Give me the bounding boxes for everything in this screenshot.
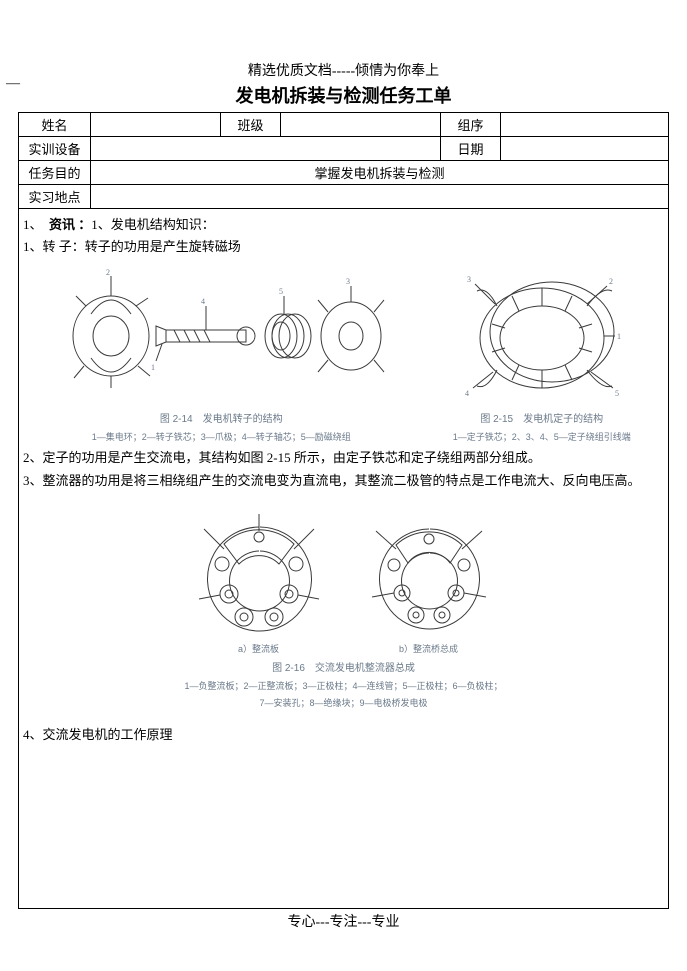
figure-2-15-legend: 1—定子铁芯；2、3、4、5—定子绕组引线端 [453,431,631,444]
svg-text:3: 3 [346,277,350,286]
label-date: 日期 [441,137,501,161]
figure-2-15-caption: 图 2-15 发电机定子的结构 [480,412,603,427]
value-class [281,113,441,137]
svg-text:5: 5 [615,389,619,398]
label-location: 实习地点 [19,185,91,209]
figure-2-16b-sub: b）整流桥总成 [399,643,458,656]
value-date [501,137,669,161]
figure-row-2: a）整流板 [23,509,664,656]
label-group: 组序 [441,113,501,137]
header-subtitle: 精选优质文档-----倾情为你奉上 [18,60,669,80]
value-purpose: 掌握发电机拆装与检测 [91,161,669,185]
rectifier-b-icon [354,509,504,639]
figure-2-14: 2 4 5 3 1 图 2-14 发电机转子的结构 1—集电环；2—转子铁芯；3… [56,266,386,444]
margin-dash: — [6,76,20,92]
figure-2-14-caption: 图 2-14 发电机转子的结构 [160,412,283,427]
figure-2-15: 2 3 1 4 5 图 2-15 发电机定子的结构 1—定子铁芯；2、3、4、5… [453,266,631,444]
svg-text:5: 5 [279,287,283,296]
svg-text:1: 1 [151,363,155,372]
figure-2-16b: b）整流桥总成 [354,509,504,656]
header-title: 发电机拆装与检测任务工单 [18,82,669,108]
label-purpose: 任务目的 [19,161,91,185]
figure-2-16a-sub: a）整流板 [238,643,279,656]
paragraph-2: 2、定子的功用是产生交流电，其结构如图 2-15 所示，由定子铁芯和定子绕组两部… [23,448,664,468]
info-heading: 1、 资讯 ：1、发电机结构知识： [23,215,664,235]
rectifier-a-icon [184,509,334,639]
svg-text:1: 1 [617,332,621,341]
page-footer: 专心---专注---专业 [0,911,687,931]
rotor-line: 1、转 子：转子的功用是产生旋转磁场 [23,237,664,257]
info-table: 姓名 班级 组序 实训设备 日期 任务目的 掌握发电机拆装与检测 实习地点 [18,112,669,209]
page: 精选优质文档-----倾情为你奉上 发电机拆装与检测任务工单 姓名 班级 组序 … [0,0,687,909]
figure-2-14-legend: 1—集电环；2—转子铁芯；3—爪极；4—转子轴芯；5—励磁绕组 [92,431,351,444]
label-class: 班级 [221,113,281,137]
label-equipment: 实训设备 [19,137,91,161]
paragraph-3: 3、整流器的功用是将三相绕组产生的交流电变为直流电，其整流二极管的特点是工作电流… [23,471,664,491]
svg-text:3: 3 [467,275,471,284]
content-area: 1、 资讯 ：1、发电机结构知识： 1、转 子：转子的功用是产生旋转磁场 [18,209,669,909]
value-name [91,113,221,137]
figure-2-16a: a）整流板 [184,509,334,656]
stator-diagram-icon: 2 3 1 4 5 [457,266,627,406]
svg-text:2: 2 [609,277,613,286]
svg-text:4: 4 [465,389,469,398]
value-group [501,113,669,137]
info-heading-text: 1、 资讯 ：1、发电机结构知识： [23,217,215,232]
figure-row-1: 2 4 5 3 1 图 2-14 发电机转子的结构 1—集电环；2—转子铁芯；3… [23,266,664,444]
label-name: 姓名 [19,113,91,137]
figure-2-16-caption: 图 2-16 交流发电机整流器总成 [23,661,664,676]
paragraph-4: 4、交流发电机的工作原理 [23,725,664,745]
svg-text:4: 4 [201,297,205,306]
value-equipment [91,137,441,161]
rotor-diagram-icon: 2 4 5 3 1 [56,266,386,406]
svg-text:2: 2 [106,268,110,277]
figure-2-16-legend1: 1—负整流板；2—正整流板；3—正极柱；4—连线管；5—正极柱；6—负极柱； [23,680,664,693]
figure-2-16-legend2: 7—安装孔；8—绝缘块；9—电极桥发电极 [23,697,664,710]
value-location [91,185,669,209]
